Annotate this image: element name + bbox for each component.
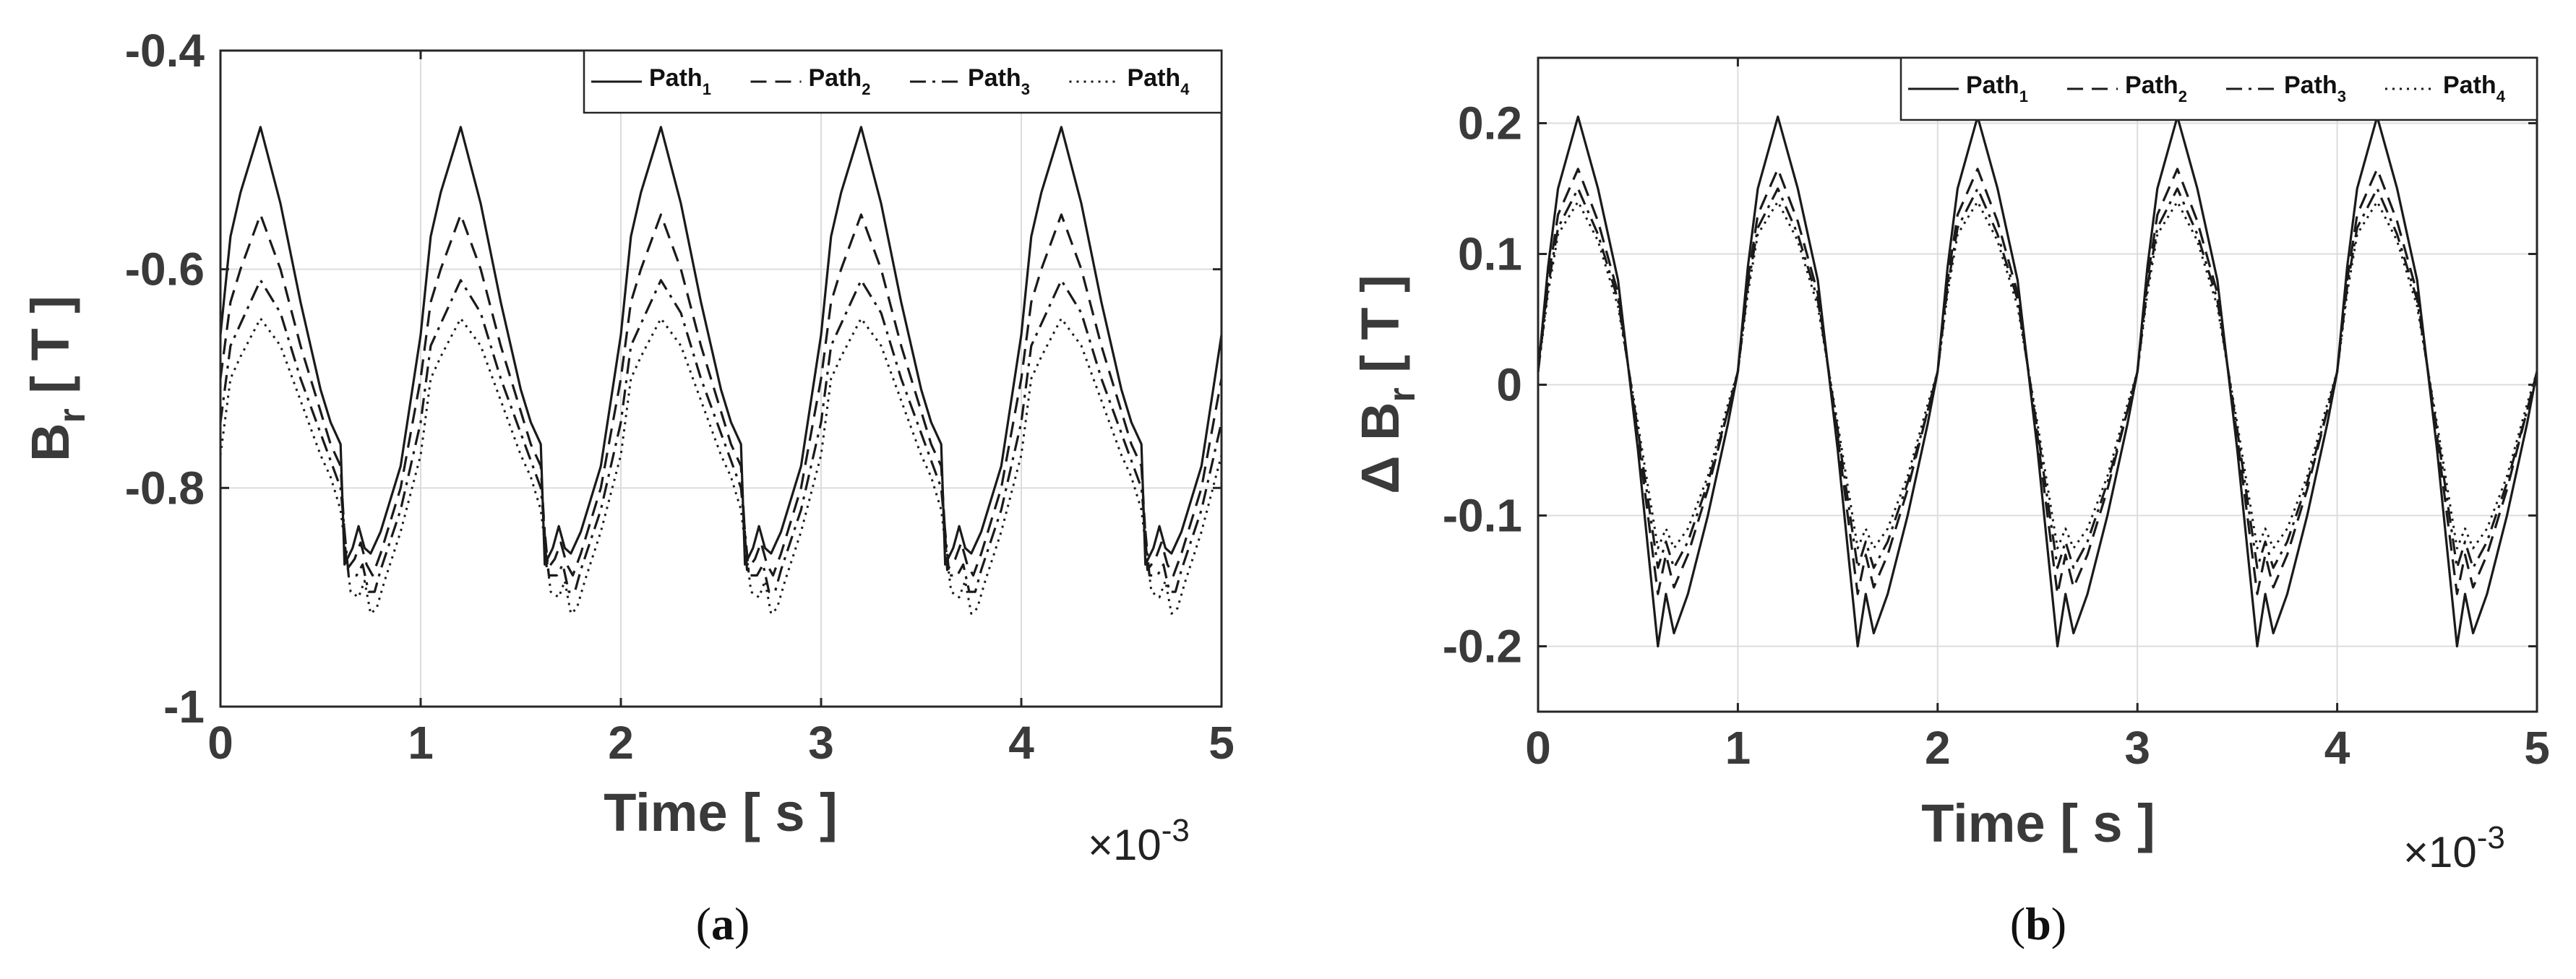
x-tick-label: 2 xyxy=(1925,722,1951,774)
panel-caption: (b) xyxy=(2010,898,2066,949)
y-tick-label: -0.4 xyxy=(125,25,205,77)
legend: Path1 Path2 Path3 Path4 xyxy=(1899,56,2538,121)
y-tick-label: 0.2 xyxy=(1458,98,1522,150)
series-line-path4 xyxy=(219,317,1223,615)
series-line-path2 xyxy=(219,213,1223,577)
x-tick-label: 3 xyxy=(808,717,834,769)
x-tick-label: 1 xyxy=(408,717,434,769)
series-line-path2 xyxy=(1537,168,2538,595)
x-tick-label: 2 xyxy=(608,717,634,769)
series-line-path3 xyxy=(219,279,1223,593)
x-tick-label: 5 xyxy=(2524,722,2550,774)
plot-area xyxy=(220,51,1222,707)
x-tick-label: 3 xyxy=(2124,722,2150,774)
series-line-path1 xyxy=(1537,115,2538,648)
y-tick-label: 0.1 xyxy=(1458,228,1522,280)
y-tick-label: -0.6 xyxy=(125,243,205,296)
x-tick-label: 0 xyxy=(1525,722,1551,774)
series-line-path4 xyxy=(1537,200,2538,550)
y-tick-label: -0.2 xyxy=(1443,621,1522,673)
y-axis-label: Br [ T ] xyxy=(20,296,93,462)
x-tick-label: 4 xyxy=(1008,717,1034,769)
x-axis-exponent: ×10-3 xyxy=(1088,813,1190,869)
legend-box xyxy=(1899,56,2538,121)
chart-panel-a: 0 1 2 3 4 5 -1 -0.8 -0.6 -0.4 Time [ s ] ×10-3 Br [ … xyxy=(20,25,1235,949)
series-line-path3 xyxy=(1537,187,2538,569)
y-tick-label: -0.8 xyxy=(125,462,205,514)
x-axis-label: Time [ s ] xyxy=(604,782,838,842)
panel-caption: (a) xyxy=(696,898,750,949)
x-axis-label: Time [ s ] xyxy=(1921,793,2155,853)
x-tick-label: 4 xyxy=(2324,722,2350,774)
legend: Path1 Path2 Path3 Path4 xyxy=(583,49,1223,114)
y-tick-label: -1 xyxy=(163,681,205,733)
series-line-path1 xyxy=(219,126,1223,566)
x-axis-exponent: ×10-3 xyxy=(2403,820,2505,876)
y-tick-label: -0.1 xyxy=(1443,490,1522,542)
legend-box xyxy=(583,49,1223,114)
y-tick-label: 0 xyxy=(1496,359,1522,411)
x-tick-label: 1 xyxy=(1725,722,1751,774)
y-axis-label: Δ Br [ T ] xyxy=(1350,275,1423,494)
x-tick-label: 0 xyxy=(207,717,233,769)
chart-panel-b: 0 1 2 3 4 5 -0.2 -0.1 0 0.1 0.2 Time [ s ] ×10-3 Δ Br… xyxy=(1350,56,2550,949)
x-tick-label: 5 xyxy=(1208,717,1235,769)
